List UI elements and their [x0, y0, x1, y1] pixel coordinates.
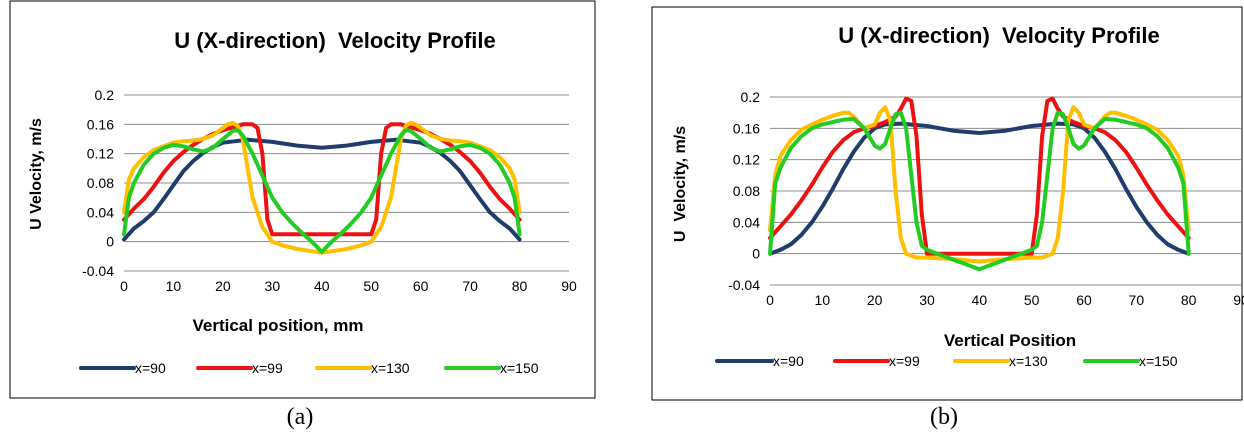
x-tick-label: 90: [561, 278, 577, 294]
series-line-x-99: [768, 96, 1191, 256]
x-tick-label: 60: [1076, 292, 1092, 308]
caption-a: (a): [286, 404, 314, 430]
series-line-x-150: [768, 110, 1191, 272]
y-tick-label: -0.04: [728, 277, 760, 293]
series-line-x-150: [122, 128, 522, 254]
x-tick-label: 0: [120, 278, 128, 294]
legend-label-x-130: x=130: [1009, 353, 1048, 369]
x-tick-label: 50: [1024, 292, 1040, 308]
x-tick-label: 70: [1129, 292, 1145, 308]
legend-label-x-150: x=150: [1139, 353, 1178, 369]
chart-a: U (X-direction) Velocity Profile -0.04 0 0.…: [9, 0, 596, 399]
x-tick-label: 90: [1233, 292, 1244, 308]
series-line-x-90: [768, 121, 1191, 256]
y-axis-label: U Velocity, m/s: [672, 126, 689, 242]
x-tick-label: 10: [815, 292, 831, 308]
y-tick-label: 0.12: [87, 146, 114, 162]
x-tick-label: 20: [867, 292, 883, 308]
chart-frame: [9, 0, 596, 399]
y-tick-label: 0.16: [733, 120, 760, 136]
y-axis-label: U Velocity, m/s: [28, 118, 45, 230]
legend-label-x-130: x=130: [371, 360, 410, 376]
y-tick-label: 0.2: [741, 89, 761, 105]
chart-b: U (X-direction) Velocity Profile -0.04 0 0.…: [651, 6, 1244, 401]
x-axis-label: Vertical position, mm: [193, 316, 364, 335]
series-line-x-130: [768, 105, 1191, 264]
x-tick-label: 80: [1181, 292, 1197, 308]
x-tick-label: 80: [512, 278, 528, 294]
chart-panel-b: U (X-direction) Velocity Profile -0.04 0 0.…: [651, 0, 1244, 401]
y-tick-label: 0.08: [733, 183, 760, 199]
y-tick-label: 0.04: [733, 214, 760, 230]
legend-label-x-150: x=150: [500, 360, 539, 376]
x-tick-label: 70: [462, 278, 478, 294]
series-line-x-99: [122, 122, 522, 237]
legend-label-x-90: x=90: [135, 360, 166, 376]
chart-title: U (X-direction) Velocity Profile: [174, 28, 496, 53]
chart-frame: [651, 6, 1243, 401]
legend-label-x-99: x=99: [889, 353, 920, 369]
x-tick-label: 50: [363, 278, 379, 294]
y-tick-label: 0.08: [87, 175, 114, 191]
y-tick-label: 0.04: [87, 204, 114, 220]
series-line-x-90: [122, 137, 522, 242]
x-tick-label: 0: [766, 292, 774, 308]
y-tick-label: 0: [106, 234, 114, 250]
y-tick-label: 0.2: [95, 87, 115, 103]
chart-title: U (X-direction) Velocity Profile: [838, 23, 1160, 48]
x-tick-label: 20: [215, 278, 231, 294]
caption-b: (b): [930, 404, 958, 430]
y-tick-label: 0.16: [87, 116, 114, 132]
chart-panel-a: U (X-direction) Velocity Profile -0.04 0 0.…: [9, 0, 599, 400]
legend-label-x-99: x=99: [252, 360, 283, 376]
x-axis-label: Vertical Position: [944, 331, 1076, 350]
y-tick-label: 0.12: [733, 152, 760, 168]
legend-label-x-90: x=90: [773, 353, 804, 369]
x-tick-label: 30: [265, 278, 281, 294]
x-tick-label: 30: [919, 292, 935, 308]
x-tick-label: 60: [413, 278, 429, 294]
x-tick-label: 10: [166, 278, 182, 294]
x-tick-label: 40: [972, 292, 988, 308]
x-tick-label: 40: [314, 278, 330, 294]
y-tick-label: -0.04: [82, 263, 114, 279]
y-tick-label: 0: [752, 246, 760, 262]
